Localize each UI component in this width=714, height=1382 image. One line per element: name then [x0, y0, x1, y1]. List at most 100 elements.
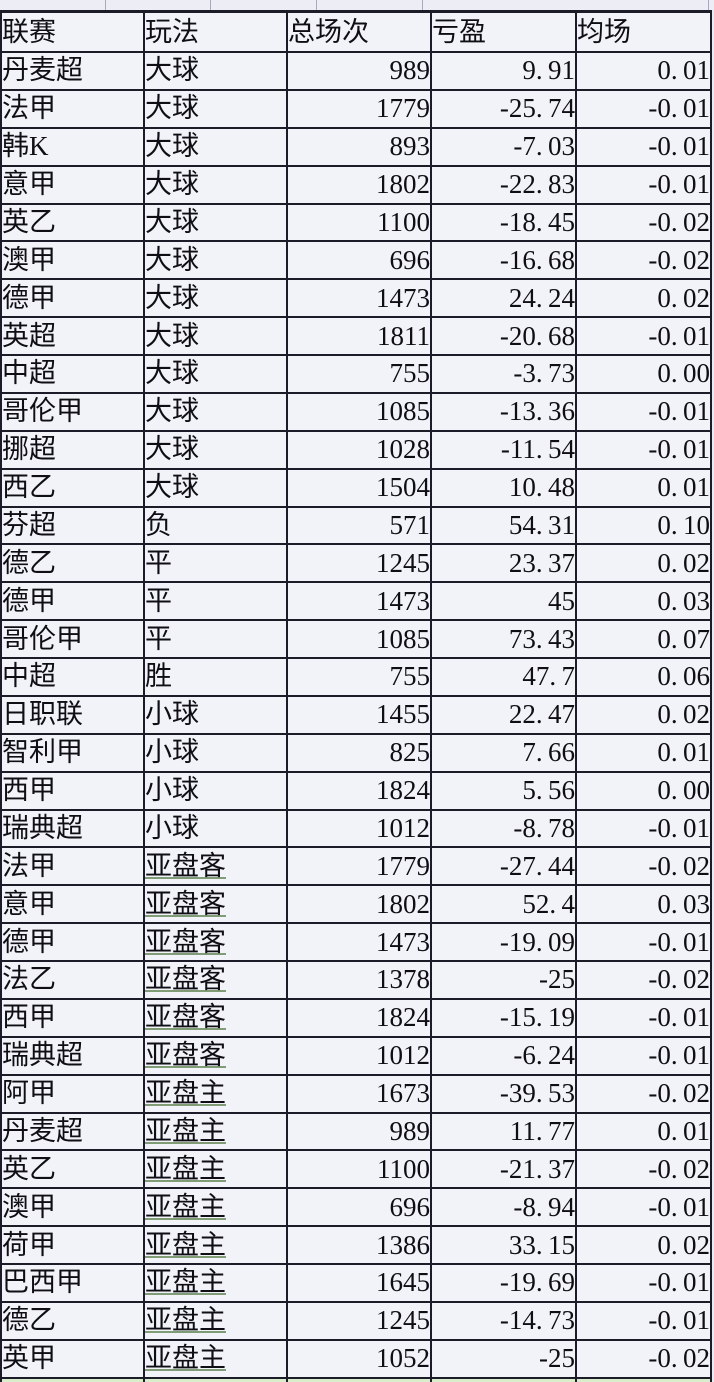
cell-pnl[interactable]: 73. 43 [430, 619, 577, 660]
cell-avg[interactable]: -0. 01 [575, 997, 712, 1038]
cell-league[interactable]: 德甲 [0, 278, 145, 319]
cell-total[interactable]: 1779 [286, 88, 432, 129]
cell-avg[interactable]: -0. 01 [575, 808, 712, 849]
cell-avg[interactable]: 0. 02 [575, 694, 712, 735]
cell-league[interactable]: 巴西甲 [0, 1263, 145, 1303]
cell-avg[interactable]: 0. 02 [575, 278, 712, 319]
cell-avg[interactable]: -0. 01 [575, 126, 712, 167]
cell-avg[interactable]: -0. 02 [575, 202, 712, 243]
cell-pnl[interactable]: -18. 45 [430, 202, 577, 243]
cell-avg[interactable]: -0. 02 [575, 1073, 712, 1114]
cell-total[interactable]: 696 [286, 1187, 432, 1228]
cell-avg[interactable]: 0. 02 [575, 543, 712, 584]
cell-avg[interactable]: 0. 03 [575, 884, 712, 925]
cell-pnl[interactable]: 10. 48 [430, 467, 577, 508]
cell-avg[interactable]: -0. 02 [575, 1149, 712, 1190]
cell-play[interactable]: 胜 [143, 657, 288, 697]
cell-total[interactable]: 1085 [286, 619, 432, 660]
cell-pnl[interactable]: -16. 68 [430, 240, 577, 281]
cell-total[interactable]: 1473 [286, 278, 432, 319]
cell-pnl[interactable]: -13. 36 [430, 391, 577, 432]
cell-avg[interactable]: -0. 01 [575, 922, 712, 963]
cell-total[interactable]: 1012 [286, 1035, 432, 1076]
cell-avg[interactable]: -0. 01 [575, 1300, 712, 1341]
cell-total[interactable]: 1012 [286, 808, 432, 849]
cell-avg[interactable]: 0. 10 [575, 505, 712, 546]
header-total[interactable]: 总场次 [286, 10, 432, 54]
cell-avg[interactable]: -0. 02 [575, 960, 712, 1000]
cell-avg[interactable]: 0. 00 [575, 354, 712, 394]
cell-total[interactable]: 893 [286, 126, 432, 167]
cell-total[interactable]: 1028 [286, 429, 432, 470]
cell-league[interactable]: 挪超 [0, 429, 145, 470]
cell-avg[interactable]: -0. 02 [575, 1338, 712, 1379]
cell-league[interactable]: 德乙 [0, 543, 145, 584]
cell-league[interactable]: 德甲 [0, 581, 145, 622]
cell-pnl[interactable]: -19. 69 [430, 1263, 577, 1303]
cell-pnl[interactable]: 52. 4 [430, 884, 577, 925]
cell-total[interactable]: 1378 [286, 960, 432, 1000]
cell-total[interactable]: 1473 [286, 581, 432, 622]
cell-play[interactable]: 平 [143, 581, 288, 622]
cell-play[interactable]: 小球 [143, 770, 288, 811]
cell-pnl[interactable]: -3. 73 [430, 354, 577, 394]
cell-total[interactable]: 1645 [286, 1263, 432, 1303]
cell-league[interactable]: 瑞典超 [0, 1035, 145, 1076]
cell-avg[interactable]: 0. 01 [575, 51, 712, 91]
cell-total[interactable]: 1824 [286, 770, 432, 811]
cell-pnl[interactable]: -7. 03 [430, 126, 577, 167]
header-play[interactable]: 玩法 [143, 10, 288, 54]
cell-play[interactable]: 大球 [143, 391, 288, 432]
cell-league[interactable]: 芬超 [0, 505, 145, 546]
cell-league[interactable]: 西甲 [0, 770, 145, 811]
cell-play[interactable]: 大球 [143, 164, 288, 205]
cell-avg[interactable]: -0. 01 [575, 164, 712, 205]
cell-pnl[interactable]: -14. 73 [430, 1300, 577, 1341]
cell-pnl[interactable]: 5. 56 [430, 770, 577, 811]
cell-league[interactable]: 意甲 [0, 164, 145, 205]
cell-play[interactable]: 亚盘主 [143, 1149, 288, 1190]
cell-pnl[interactable]: -22. 83 [430, 164, 577, 205]
cell-avg[interactable]: -0. 01 [575, 429, 712, 470]
cell-pnl[interactable]: -8. 78 [430, 808, 577, 849]
cell-league[interactable]: 德乙 [0, 1300, 145, 1341]
cell-pnl[interactable]: -15. 19 [430, 997, 577, 1038]
cell-league[interactable]: 丹麦超 [0, 51, 145, 91]
cell-league[interactable]: 智利甲 [0, 732, 145, 773]
cell-avg[interactable]: 0. 02 [575, 1225, 712, 1266]
cell-pnl[interactable]: -25. 74 [430, 88, 577, 129]
cell-league[interactable]: 中超 [0, 657, 145, 697]
cell-avg[interactable]: -0. 01 [575, 1187, 712, 1228]
cell-pnl[interactable]: 33. 15 [430, 1225, 577, 1266]
cell-league[interactable]: 意甲 [0, 884, 145, 925]
cell-play[interactable]: 小球 [143, 732, 288, 773]
cell-pnl[interactable]: -25 [430, 1338, 577, 1379]
cell-total[interactable]: 989 [286, 51, 432, 91]
cell-total[interactable]: 1100 [286, 1149, 432, 1190]
cell-league[interactable]: 英甲 [0, 1338, 145, 1379]
cell-pnl[interactable]: 23. 37 [430, 543, 577, 584]
cell-avg[interactable]: 0. 03 [575, 581, 712, 622]
cell-avg[interactable]: -0. 01 [575, 1035, 712, 1076]
cell-play[interactable]: 亚盘客 [143, 884, 288, 925]
cell-play[interactable]: 大球 [143, 354, 288, 394]
cell-total[interactable]: 1779 [286, 846, 432, 887]
cell-league[interactable]: 澳甲 [0, 1187, 145, 1228]
cell-total[interactable]: 1052 [286, 1338, 432, 1379]
cell-pnl[interactable]: -27. 44 [430, 846, 577, 887]
cell-pnl[interactable]: -21. 37 [430, 1149, 577, 1190]
cell-play[interactable]: 大球 [143, 51, 288, 91]
cell-play[interactable]: 平 [143, 543, 288, 584]
cell-total[interactable]: 1386 [286, 1225, 432, 1266]
cell-avg[interactable]: -0. 01 [575, 1263, 712, 1303]
cell-league[interactable]: 瑞典超 [0, 808, 145, 849]
cell-total[interactable]: 989 [286, 1111, 432, 1152]
header-league[interactable]: 联赛 [0, 10, 145, 54]
cell-avg[interactable]: -0. 01 [575, 316, 712, 357]
cell-total[interactable]: 1802 [286, 884, 432, 925]
cell-league[interactable]: 日职联 [0, 694, 145, 735]
cell-play[interactable]: 亚盘客 [143, 846, 288, 887]
cell-avg[interactable]: 0. 06 [575, 657, 712, 697]
cell-total[interactable]: 1824 [286, 997, 432, 1038]
cell-pnl[interactable]: -25 [430, 960, 577, 1000]
